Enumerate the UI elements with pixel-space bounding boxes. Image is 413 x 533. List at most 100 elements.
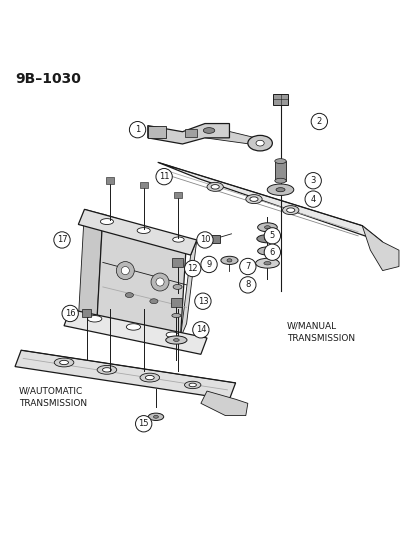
- Ellipse shape: [256, 235, 278, 243]
- Ellipse shape: [274, 159, 285, 164]
- Polygon shape: [15, 350, 235, 399]
- Bar: [171, 297, 181, 308]
- Polygon shape: [147, 124, 229, 144]
- Ellipse shape: [87, 316, 102, 322]
- Bar: [106, 177, 114, 184]
- Circle shape: [151, 273, 169, 291]
- Polygon shape: [147, 126, 166, 138]
- Circle shape: [184, 261, 200, 277]
- Bar: [184, 130, 196, 136]
- Circle shape: [304, 173, 320, 189]
- Ellipse shape: [166, 332, 178, 337]
- Text: 17: 17: [57, 236, 67, 245]
- Ellipse shape: [165, 336, 187, 344]
- Ellipse shape: [148, 413, 163, 421]
- Ellipse shape: [245, 195, 261, 204]
- Ellipse shape: [173, 285, 182, 289]
- Text: 8: 8: [244, 280, 250, 289]
- Text: 4: 4: [310, 195, 315, 204]
- Polygon shape: [78, 209, 102, 325]
- Ellipse shape: [59, 360, 68, 365]
- Bar: [173, 192, 181, 198]
- Text: 2: 2: [316, 117, 321, 126]
- Circle shape: [263, 228, 280, 244]
- Ellipse shape: [203, 127, 214, 133]
- Polygon shape: [97, 214, 186, 338]
- Ellipse shape: [249, 197, 257, 201]
- Ellipse shape: [102, 368, 111, 372]
- Circle shape: [121, 266, 129, 274]
- Bar: [172, 257, 183, 266]
- Circle shape: [239, 259, 255, 274]
- Text: 10: 10: [199, 236, 210, 245]
- Circle shape: [135, 416, 152, 432]
- Ellipse shape: [100, 219, 113, 224]
- Ellipse shape: [226, 259, 231, 262]
- Ellipse shape: [140, 373, 159, 382]
- Ellipse shape: [267, 184, 293, 196]
- Polygon shape: [200, 391, 247, 416]
- Ellipse shape: [54, 358, 74, 367]
- Ellipse shape: [257, 223, 277, 232]
- Ellipse shape: [211, 184, 219, 189]
- Ellipse shape: [171, 313, 180, 318]
- Ellipse shape: [189, 383, 196, 387]
- Circle shape: [200, 256, 217, 272]
- Ellipse shape: [145, 375, 154, 379]
- Polygon shape: [78, 209, 196, 255]
- Ellipse shape: [172, 237, 184, 242]
- Polygon shape: [204, 126, 263, 146]
- Circle shape: [311, 114, 327, 130]
- Circle shape: [156, 278, 164, 286]
- Text: 15: 15: [138, 419, 149, 428]
- Ellipse shape: [274, 178, 285, 183]
- Text: 3: 3: [310, 176, 315, 185]
- Ellipse shape: [125, 293, 133, 297]
- Ellipse shape: [282, 206, 298, 215]
- Ellipse shape: [150, 299, 158, 304]
- Circle shape: [62, 305, 78, 321]
- Circle shape: [194, 293, 211, 309]
- Bar: [81, 309, 91, 317]
- Text: 13: 13: [197, 297, 208, 306]
- Polygon shape: [361, 225, 398, 271]
- Ellipse shape: [206, 182, 223, 191]
- Text: 16: 16: [65, 309, 75, 318]
- Circle shape: [156, 168, 172, 185]
- Ellipse shape: [137, 228, 150, 233]
- Polygon shape: [180, 240, 196, 338]
- Ellipse shape: [263, 237, 270, 240]
- Circle shape: [239, 277, 255, 293]
- Ellipse shape: [286, 208, 294, 212]
- Ellipse shape: [264, 225, 270, 229]
- Ellipse shape: [264, 249, 270, 253]
- Circle shape: [116, 262, 134, 280]
- Ellipse shape: [275, 188, 284, 192]
- Polygon shape: [158, 163, 382, 242]
- Ellipse shape: [184, 381, 200, 389]
- Circle shape: [129, 122, 145, 138]
- Ellipse shape: [221, 256, 237, 264]
- Polygon shape: [64, 309, 206, 354]
- Text: 14: 14: [195, 325, 206, 334]
- Circle shape: [263, 244, 280, 261]
- Circle shape: [54, 232, 70, 248]
- Ellipse shape: [257, 247, 277, 255]
- Text: 5: 5: [269, 231, 274, 240]
- Text: W/AUTOMATIC
TRANSMISSION: W/AUTOMATIC TRANSMISSION: [19, 387, 87, 408]
- Ellipse shape: [97, 366, 116, 374]
- Text: 7: 7: [244, 262, 250, 271]
- Ellipse shape: [263, 262, 271, 265]
- Ellipse shape: [153, 415, 158, 418]
- Text: 9B–1030: 9B–1030: [15, 72, 81, 86]
- Ellipse shape: [255, 140, 263, 146]
- Circle shape: [196, 232, 213, 248]
- Text: W/MANUAL
TRANSMISSION: W/MANUAL TRANSMISSION: [286, 321, 354, 343]
- Text: 1: 1: [135, 125, 140, 134]
- Text: 12: 12: [187, 264, 197, 273]
- Ellipse shape: [247, 135, 272, 151]
- Text: 9: 9: [206, 260, 211, 269]
- Circle shape: [304, 191, 320, 207]
- Ellipse shape: [173, 338, 179, 342]
- Ellipse shape: [255, 259, 279, 268]
